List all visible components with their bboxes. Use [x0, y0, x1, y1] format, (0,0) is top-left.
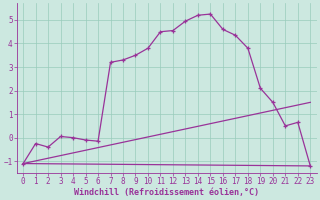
- X-axis label: Windchill (Refroidissement éolien,°C): Windchill (Refroidissement éolien,°C): [74, 188, 259, 197]
